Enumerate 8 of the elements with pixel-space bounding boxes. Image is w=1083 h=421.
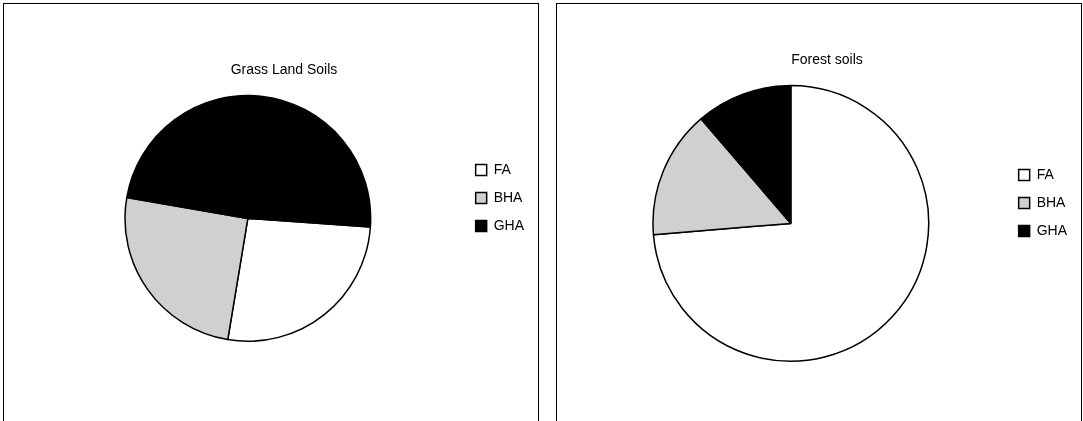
chart-title: Forest soils [791,51,863,68]
legend-label: GHA [1036,221,1068,238]
legend-label: BHA [1036,193,1067,210]
legend-label: FA [493,160,512,177]
legend-label: BHA [493,188,524,205]
legend-label: FA [1036,165,1055,182]
legend-label: GHA [493,216,525,233]
chart-title: Grass Land Soils [230,61,338,78]
